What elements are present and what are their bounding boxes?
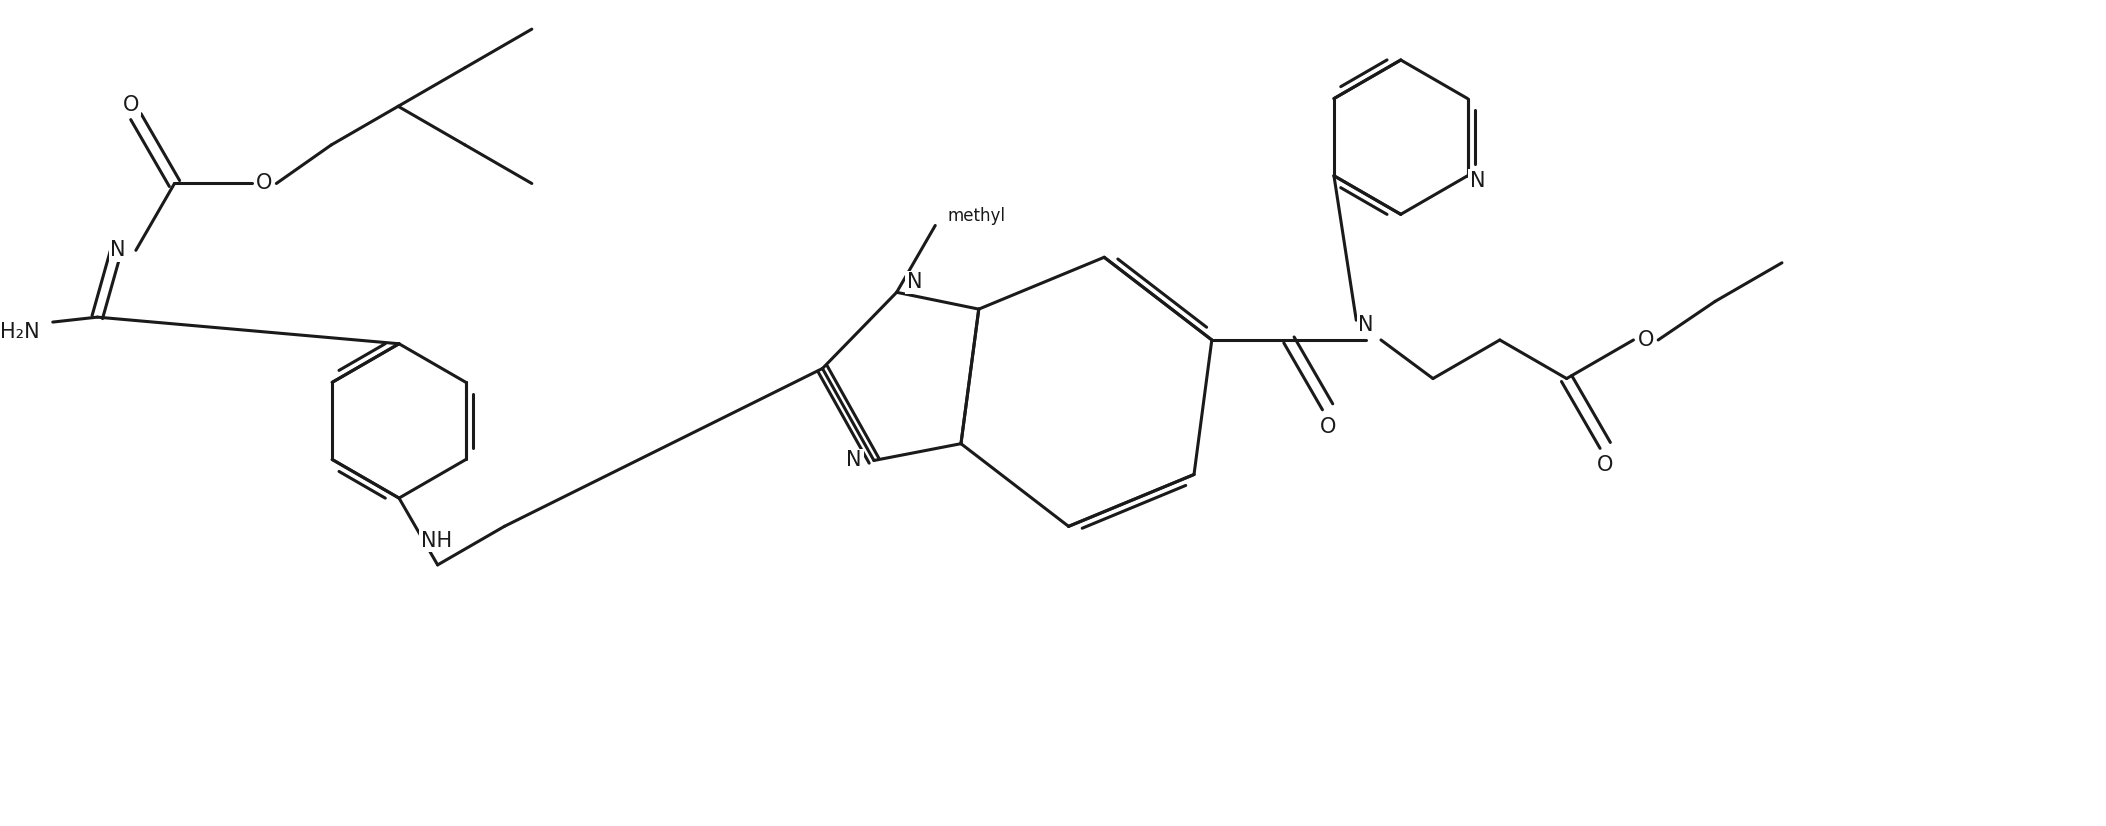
- Text: O: O: [257, 173, 272, 193]
- Text: N: N: [1470, 171, 1485, 191]
- Text: H₂N: H₂N: [0, 322, 40, 342]
- Text: N: N: [847, 450, 861, 471]
- Text: N: N: [908, 273, 922, 292]
- Text: NH: NH: [421, 530, 453, 551]
- Text: O: O: [1596, 455, 1613, 475]
- Text: O: O: [122, 95, 139, 115]
- Text: N: N: [110, 240, 126, 260]
- Text: O: O: [1638, 330, 1655, 350]
- Text: methyl: methyl: [948, 206, 1005, 225]
- Text: N: N: [1358, 316, 1373, 335]
- Text: O: O: [1318, 416, 1335, 437]
